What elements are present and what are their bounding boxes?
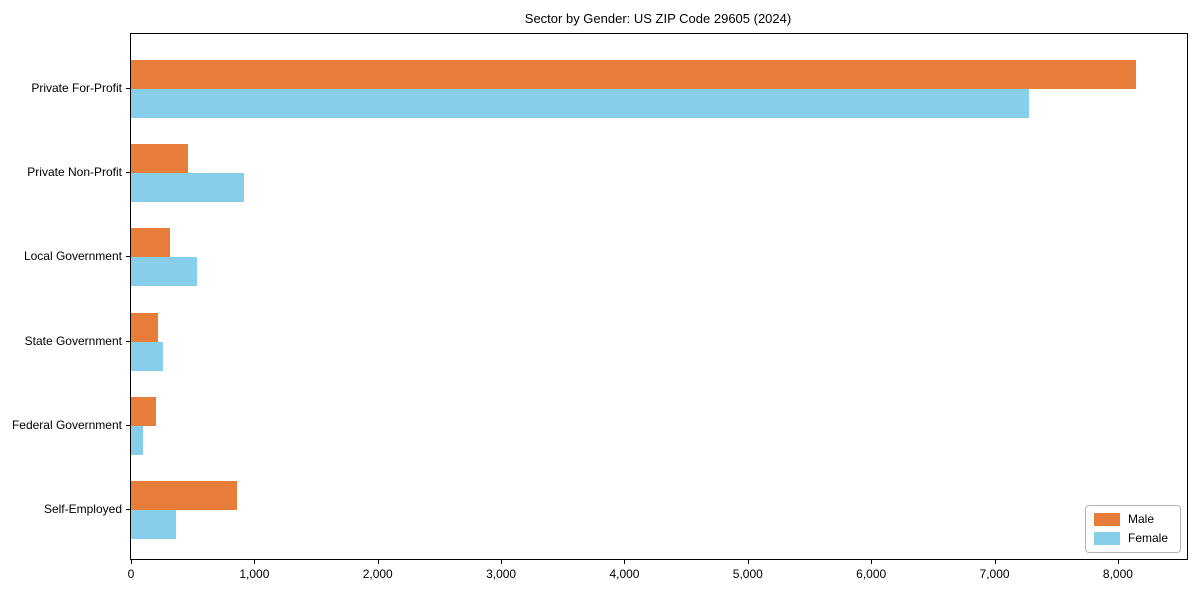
y-axis-label-private-for-profit: Private For-Profit: [31, 81, 122, 95]
bar-male-federal-government: [131, 396, 156, 426]
x-axis-tick: [377, 560, 379, 564]
plot-area: Male Female: [130, 33, 1188, 560]
bar-female-state-government: [131, 341, 163, 371]
y-axis-label-federal-government: Federal Government: [11, 417, 122, 432]
x-tick-label-2000: 2,000: [362, 567, 393, 581]
y-axis-tick: [126, 256, 130, 258]
x-axis-tick: [624, 560, 626, 564]
bar-male-private-non-profit: [131, 144, 188, 174]
y-axis-label-state-government: State Government: [24, 333, 122, 348]
y-axis-label-self-employed: Self-Employed: [43, 502, 122, 516]
x-tick-label-8000: 8,000: [1102, 567, 1133, 581]
y-axis-label-private-non-profit: Private Non-Profit: [27, 165, 122, 180]
x-tick-label-0: 0: [127, 567, 135, 581]
x-axis-tick: [254, 560, 256, 564]
x-axis-tick: [1117, 560, 1119, 564]
legend: Male Female: [1084, 505, 1181, 553]
x-tick-label-4000: 4,000: [609, 567, 640, 581]
y-axis-label-local-government: Local Government: [23, 249, 122, 264]
bar-female-local-government: [131, 257, 197, 287]
legend-item-male: Male: [1093, 512, 1168, 526]
legend-label-male: Male: [1127, 512, 1154, 526]
bar-female-private-for-profit: [131, 89, 1029, 118]
female-swatch: [1093, 532, 1120, 545]
x-axis-tick: [871, 560, 873, 564]
bar-male-private-for-profit: [131, 60, 1136, 89]
legend-label-female: Female: [1127, 531, 1168, 545]
x-axis-tick: [994, 560, 996, 564]
y-axis-tick: [126, 424, 130, 426]
bar-female-private-non-profit: [131, 173, 244, 203]
x-axis-tick: [131, 560, 132, 564]
y-axis-tick: [126, 172, 130, 174]
x-tick-label-6000: 6,000: [856, 567, 887, 581]
x-tick-label-5000: 5,000: [732, 567, 763, 581]
x-tick-label-1000: 1,000: [239, 567, 270, 581]
bar-male-self-employed: [131, 481, 237, 510]
y-axis-tick: [126, 509, 130, 510]
x-tick-label-3000: 3,000: [486, 567, 517, 581]
bar-male-local-government: [131, 228, 170, 258]
legend-item-female: Female: [1093, 531, 1168, 545]
chart-title: Sector by Gender: US ZIP Code 29605 (202…: [524, 11, 792, 26]
x-axis-tick: [747, 560, 749, 564]
bar-female-federal-government: [131, 425, 143, 455]
bar-female-self-employed: [131, 510, 176, 539]
bar-male-state-government: [131, 312, 158, 342]
y-axis-tick: [126, 88, 130, 89]
x-axis-tick: [501, 560, 503, 564]
male-swatch: [1093, 513, 1120, 526]
y-axis-tick: [126, 340, 130, 342]
x-tick-label-7000: 7,000: [979, 567, 1010, 581]
